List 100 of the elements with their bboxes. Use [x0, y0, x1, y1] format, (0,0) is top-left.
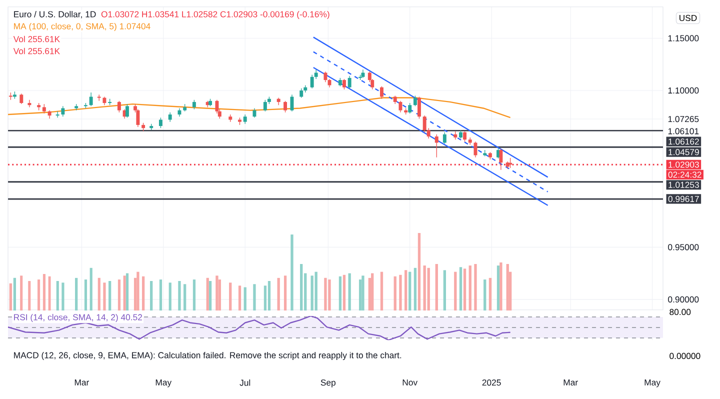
candlestick	[117, 100, 121, 113]
y-tick-label: 1.10000	[668, 87, 699, 94]
bar	[290, 234, 294, 310]
bar	[284, 276, 287, 310]
bar	[208, 281, 212, 310]
bar	[368, 278, 371, 310]
bar	[244, 287, 246, 310]
candlestick	[243, 114, 247, 124]
bar	[126, 273, 129, 310]
y-tick-label: 1.15000	[668, 35, 699, 42]
candlestick	[314, 69, 318, 80]
bar	[468, 266, 472, 310]
bar	[474, 264, 477, 310]
y-tick-label: 0.95000	[668, 244, 699, 250]
bar	[98, 278, 100, 310]
bar	[183, 284, 186, 310]
candlestick	[56, 111, 60, 118]
bar	[300, 264, 303, 310]
ref-line-label: 0.99617	[668, 196, 699, 202]
ref-line-label: 1.04579	[668, 149, 699, 156]
bar	[277, 278, 280, 310]
bar	[371, 273, 374, 310]
bar	[229, 282, 232, 310]
bar	[454, 272, 457, 310]
bar	[253, 284, 256, 310]
bar	[84, 279, 88, 310]
candlestick	[342, 78, 346, 90]
bar	[500, 262, 502, 310]
candlestick	[28, 100, 32, 108]
x-tick-label: Mar	[564, 379, 578, 386]
annotation: Vol 255.61K	[13, 36, 60, 42]
text: 02:24:32	[668, 172, 702, 178]
x-tick-label: Nov	[402, 379, 418, 386]
bar	[62, 282, 64, 310]
bar	[20, 276, 23, 310]
candlestick	[20, 93, 24, 104]
candlestick	[300, 88, 304, 98]
candlestick	[408, 102, 412, 114]
text: USD	[680, 14, 697, 22]
bar	[9, 283, 12, 310]
bar	[42, 274, 46, 310]
bar	[56, 281, 59, 310]
bar	[192, 279, 196, 310]
bar	[150, 281, 153, 310]
ref-line-label: 1.02903	[668, 162, 699, 168]
candlestick	[398, 100, 402, 113]
bar	[136, 272, 140, 310]
bar	[142, 276, 145, 310]
bar	[328, 279, 331, 310]
candlestick	[263, 100, 267, 112]
candlestick	[442, 132, 446, 144]
bar	[427, 268, 430, 310]
bar	[314, 272, 318, 310]
bar	[408, 272, 412, 310]
bar	[310, 276, 314, 310]
ref-line-label: 1.01253	[668, 182, 699, 188]
bar	[268, 281, 271, 310]
candlestick	[284, 100, 288, 113]
candlestick	[463, 130, 466, 142]
bar	[74, 278, 78, 310]
bar	[459, 267, 462, 310]
bar	[348, 273, 351, 310]
y-tick-label: 1.06101	[668, 128, 699, 134]
candlestick	[434, 134, 438, 158]
bar	[90, 268, 92, 310]
candlestick	[380, 86, 384, 100]
bar	[496, 266, 500, 310]
annotation: Vol 255.61K	[13, 48, 60, 54]
ref-line-label: 1.06162	[668, 138, 699, 145]
bar	[206, 278, 209, 310]
candlestick	[499, 148, 503, 170]
candlestick	[125, 104, 129, 118]
chart-subtitle: O1.03072 H1.03541 L1.02582 C1.02903 -0.00169 (-0.16%)	[101, 10, 330, 20]
bar	[358, 279, 362, 310]
candlestick	[413, 95, 417, 106]
candlestick	[348, 76, 352, 89]
bar	[443, 270, 446, 310]
candlestick	[42, 104, 46, 114]
bar	[324, 278, 327, 310]
candlestick	[252, 108, 256, 118]
text: 80.00	[670, 308, 691, 316]
bar	[488, 278, 492, 310]
candlestick	[474, 141, 478, 158]
bar	[463, 268, 466, 310]
bar	[13, 278, 16, 310]
x-tick-label: May	[644, 379, 660, 388]
bar	[435, 264, 438, 310]
candlestick	[192, 100, 196, 110]
y-tick-label: 0.90000	[668, 296, 699, 302]
candlestick	[61, 106, 65, 117]
bar	[414, 268, 417, 310]
bar	[168, 282, 172, 310]
y-tick-label: 1.07265	[668, 116, 699, 122]
bar	[37, 279, 40, 310]
candlestick	[417, 96, 421, 120]
x-tick-label: Jul	[240, 379, 250, 386]
candlestick	[426, 128, 430, 139]
text: 0.00000	[670, 352, 700, 360]
candlestick	[422, 115, 426, 133]
bar	[394, 276, 396, 310]
